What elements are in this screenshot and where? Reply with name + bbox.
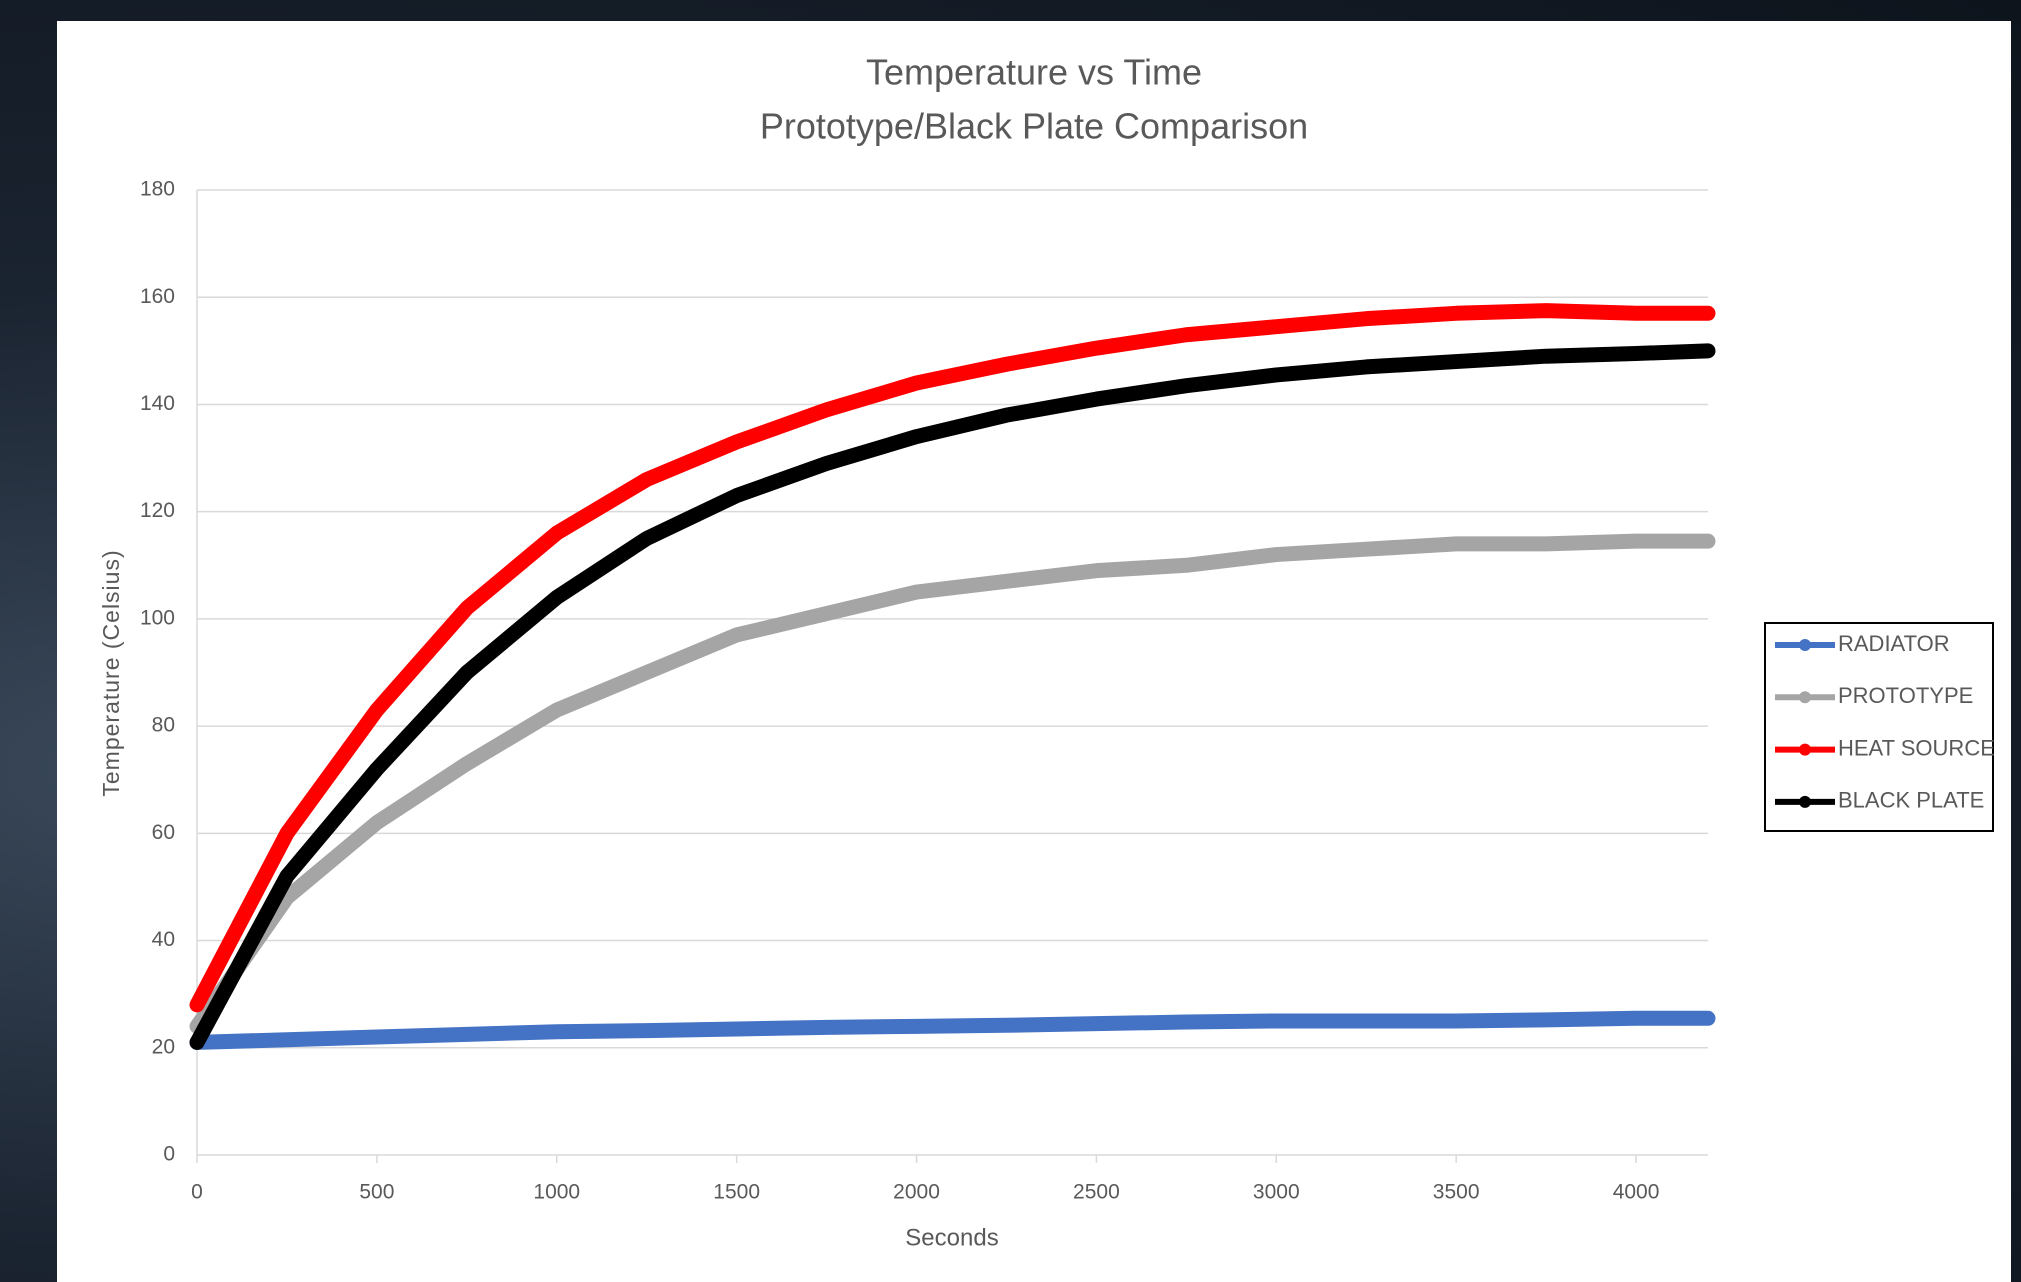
x-tick-label: 3000 [1253, 1181, 1300, 1204]
x-tick-label: 1500 [713, 1181, 760, 1204]
y-tick-label: 0 [163, 1143, 175, 1166]
x-tick-label: 3500 [1433, 1181, 1480, 1204]
page: Temperature vs Time Prototype/Black Plat… [0, 0, 2021, 1282]
y-tick-label: 60 [152, 821, 175, 844]
chart-subtitle: Prototype/Black Plate Comparison [760, 106, 1308, 147]
legend-label: RADIATOR [1838, 631, 1950, 656]
legend-label: HEAT SOURCE [1838, 735, 1995, 760]
x-tick-label: 500 [359, 1181, 394, 1204]
y-tick-label: 80 [152, 714, 175, 737]
legend-marker [1799, 744, 1811, 756]
chart-title: Temperature vs Time [866, 52, 1202, 93]
legend-label: PROTOTYPE [1838, 683, 1973, 708]
chart-panel [57, 21, 2011, 1282]
x-tick-label: 2500 [1073, 1181, 1120, 1204]
legend-marker [1799, 796, 1811, 808]
y-tick-label: 140 [140, 392, 175, 415]
legend-marker [1799, 639, 1811, 651]
x-axis-title: Seconds [905, 1224, 998, 1251]
legend-label: BLACK PLATE [1838, 788, 1984, 813]
x-tick-label: 1000 [533, 1181, 580, 1204]
legend-marker [1799, 691, 1811, 703]
y-tick-label: 120 [140, 499, 175, 522]
y-axis-title: Temperature (Celsius) [98, 549, 124, 796]
y-tick-label: 100 [140, 606, 175, 629]
y-tick-label: 180 [140, 178, 175, 201]
x-tick-label: 0 [191, 1181, 203, 1204]
x-tick-label: 4000 [1613, 1181, 1660, 1204]
y-tick-label: 40 [152, 928, 175, 951]
y-tick-label: 20 [152, 1035, 175, 1058]
y-tick-label: 160 [140, 285, 175, 308]
x-tick-label: 2000 [893, 1181, 940, 1204]
chart: Temperature vs Time Prototype/Black Plat… [0, 0, 2021, 1282]
